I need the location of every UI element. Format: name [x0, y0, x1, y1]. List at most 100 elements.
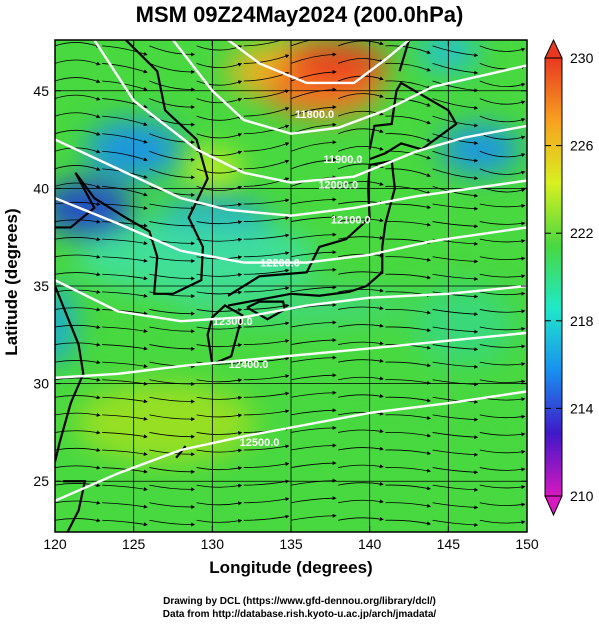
streamline: [196, 133, 243, 139]
streamline: [338, 271, 384, 275]
colorbar-tick-label: 214: [570, 400, 594, 416]
x-tick-label: 120: [43, 536, 67, 552]
streamline: [243, 124, 290, 135]
field-blob: [439, 124, 520, 175]
coastline-segment: [206, 304, 244, 366]
streamline: [149, 256, 196, 263]
streamline: [243, 251, 290, 258]
y-tick-label: 30: [33, 376, 49, 392]
streamline: [385, 326, 432, 333]
streamline: [479, 326, 526, 331]
streamline: [102, 484, 148, 492]
streamline: [196, 466, 243, 471]
streamline: [55, 147, 101, 154]
streamline: [149, 484, 196, 492]
credit-data: Data from http://database.rish.kyoto-u.a…: [162, 609, 437, 620]
streamline: [149, 150, 196, 162]
streamline: [196, 360, 243, 365]
streamline: [102, 344, 148, 351]
streamline: [385, 379, 432, 385]
streamline: [385, 449, 432, 456]
height-contours: [55, 40, 527, 502]
height-contour: [55, 331, 527, 379]
streamline: [149, 467, 196, 474]
streamline: [338, 128, 384, 135]
streamline: [479, 80, 526, 88]
y-axis-label: Latitude (degrees): [2, 208, 21, 356]
streamline: [55, 430, 101, 435]
streamline: [338, 323, 384, 328]
colorbar-tick-label: 230: [570, 50, 594, 66]
streamline: [243, 54, 290, 64]
streamline: [196, 431, 243, 436]
streamline: [385, 273, 432, 280]
credit-drawing: Drawing by DCL (https://www.gfd-dennou.o…: [163, 596, 436, 607]
streamline: [338, 75, 384, 82]
streamline: [55, 77, 101, 83]
streamline: [338, 218, 384, 223]
streamline: [479, 519, 526, 525]
streamline: [385, 168, 431, 177]
streamline: [102, 221, 148, 228]
colorbar-body: [544, 57, 563, 497]
streamline: [432, 168, 479, 181]
streamline: [432, 361, 479, 369]
streamline: [385, 431, 432, 438]
streamline: [338, 429, 384, 434]
streamline: [290, 215, 337, 222]
streamline: [149, 432, 196, 439]
height-contour: [55, 279, 527, 323]
streamline: [290, 285, 337, 293]
streamline: [479, 150, 526, 158]
streamline: [55, 324, 101, 329]
streamline: [385, 115, 431, 125]
streamline: [479, 203, 526, 208]
streamline: [196, 395, 243, 400]
field-blob: [414, 285, 515, 366]
streamline: [102, 238, 148, 246]
streamline: [243, 198, 290, 205]
streamline: [55, 272, 101, 277]
streamline: [432, 186, 479, 198]
streamline: [432, 203, 479, 211]
streamline: [479, 291, 526, 296]
streamline: [479, 467, 526, 472]
streamline: [479, 432, 526, 437]
streamline: [385, 308, 432, 315]
streamline: [196, 62, 243, 69]
streamline: [102, 309, 148, 316]
streamline: [385, 467, 432, 473]
streamline: [432, 379, 479, 387]
streamline: [338, 93, 384, 99]
streamline: [243, 268, 290, 275]
streamline: [55, 42, 101, 48]
colorbar-tick-label: 226: [570, 138, 594, 154]
streamline: [149, 519, 196, 527]
streamline: [102, 519, 148, 527]
streamline: [243, 321, 290, 328]
streamline: [385, 502, 432, 508]
streamline: [385, 519, 432, 526]
streamline: [243, 444, 290, 451]
streamline: [432, 414, 479, 422]
streamline: [338, 146, 384, 152]
streamline: [290, 408, 337, 416]
streamline: [243, 391, 290, 398]
streamline: [196, 272, 243, 277]
contour-label: 12200.0: [260, 257, 300, 269]
chart-title: MSM 09Z24May2024 (200.0hPa): [135, 2, 464, 27]
streamline: [385, 203, 432, 210]
streamline: [243, 479, 290, 486]
x-tick-label: 125: [122, 536, 146, 552]
streamline: [243, 514, 290, 521]
streamline: [102, 256, 148, 263]
streamline: [55, 412, 101, 417]
streamline: [243, 462, 290, 468]
streamline: [290, 338, 337, 345]
streamline: [196, 413, 243, 418]
streamline: [102, 467, 148, 474]
streamline: [243, 497, 290, 504]
streamline: [385, 185, 431, 195]
streamline: [102, 432, 148, 439]
streamline: [55, 395, 101, 400]
